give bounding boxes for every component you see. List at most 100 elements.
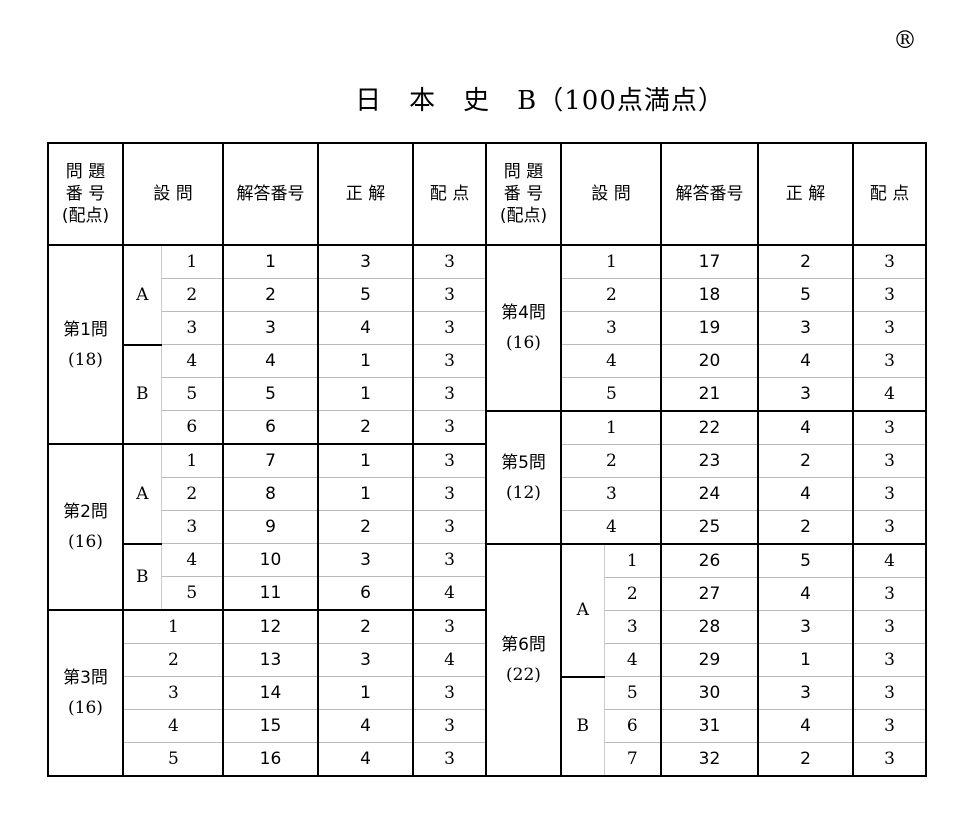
points: 3 bbox=[412, 477, 487, 511]
table-row: 3 28 3 3 bbox=[486, 610, 927, 644]
answer-number: 27 bbox=[660, 577, 759, 611]
answer-number: 6 bbox=[222, 410, 319, 445]
answer-number: 5 bbox=[222, 377, 319, 411]
table-row: 4 15 4 3 bbox=[48, 709, 487, 743]
correct-answer: 3 bbox=[317, 244, 414, 279]
answer-table-right: 問 題 番 号 (配点) 設 問解答番号正 解配 点第4問 (16) 1 17 2 3 2 18… bbox=[485, 142, 927, 777]
section-label: A bbox=[122, 443, 162, 545]
points: 3 bbox=[852, 742, 927, 777]
correct-answer: 2 bbox=[317, 609, 414, 644]
subquestion-number: 1 bbox=[160, 244, 224, 279]
question-points: (22) bbox=[506, 665, 541, 685]
answer-number: 11 bbox=[222, 576, 319, 611]
table-row: 7 32 2 3 bbox=[486, 742, 927, 777]
points: 3 bbox=[852, 610, 927, 644]
points: 3 bbox=[412, 377, 487, 411]
correct-answer: 1 bbox=[317, 443, 414, 478]
header-row: 問 題 番 号 (配点) 設 問解答番号正 解配 点 bbox=[47, 142, 487, 246]
points: 3 bbox=[412, 609, 487, 644]
points: 3 bbox=[412, 311, 487, 345]
subquestion-number: 3 bbox=[160, 311, 224, 345]
answer-number: 30 bbox=[660, 676, 759, 710]
points: 3 bbox=[852, 477, 927, 511]
header-row: 問 題 番 号 (配点) 設 問解答番号正 解配 点 bbox=[485, 142, 927, 246]
header-question-number: 問 題 番 号 (配点) bbox=[485, 142, 562, 246]
subquestion-number: 1 bbox=[603, 543, 662, 578]
answer-number: 26 bbox=[660, 543, 759, 578]
table-row: 4 25 2 3 bbox=[486, 510, 927, 545]
answer-number: 7 bbox=[222, 443, 319, 478]
answer-number: 20 bbox=[660, 344, 759, 378]
subquestion-number: 3 bbox=[122, 676, 224, 710]
header-question-number: 問 題 番 号 (配点) bbox=[47, 142, 124, 246]
answer-number: 12 bbox=[222, 609, 319, 644]
answer-number: 19 bbox=[660, 311, 759, 345]
section-label: A bbox=[560, 543, 605, 678]
answer-number: 3 bbox=[222, 311, 319, 345]
question-title: 第5問 bbox=[501, 452, 546, 473]
points: 4 bbox=[412, 576, 487, 611]
correct-answer: 5 bbox=[757, 543, 854, 578]
table-row: 2 18 5 3 bbox=[486, 278, 927, 312]
question-points: (18) bbox=[68, 349, 103, 370]
table-row: 第4問 (16) 1 17 2 3 bbox=[485, 244, 927, 412]
subquestion-number: 3 bbox=[603, 610, 662, 644]
subquestion-number: 1 bbox=[160, 443, 224, 478]
question-title: 第1問 bbox=[63, 319, 108, 340]
table-row: 2 13 3 4 bbox=[48, 643, 487, 677]
table-row: 5 11 6 4 bbox=[48, 576, 487, 611]
subquestion-number: 5 bbox=[603, 676, 662, 710]
answer-number: 21 bbox=[660, 377, 759, 412]
table-row: 3 19 3 3 bbox=[486, 311, 927, 345]
subquestion-number: 4 bbox=[160, 344, 224, 378]
points: 3 bbox=[852, 676, 927, 710]
section-label: B bbox=[122, 543, 162, 611]
points: 3 bbox=[412, 443, 487, 478]
answer-number: 14 bbox=[222, 676, 319, 710]
correct-answer: 4 bbox=[317, 709, 414, 743]
answer-number: 22 bbox=[660, 410, 759, 445]
subquestion-number: 7 bbox=[603, 742, 662, 777]
table-row: B 4 10 3 3 bbox=[48, 543, 487, 611]
correct-answer: 4 bbox=[757, 344, 854, 378]
correct-answer: 3 bbox=[757, 311, 854, 345]
table-row: 第6問 (22) A 1 26 5 4 bbox=[485, 543, 927, 777]
answer-number: 23 bbox=[660, 444, 759, 478]
points: 3 bbox=[412, 676, 487, 710]
answer-number: 2 bbox=[222, 278, 319, 312]
answer-number: 1 bbox=[222, 244, 319, 279]
points: 3 bbox=[852, 244, 927, 279]
answer-number: 32 bbox=[660, 742, 759, 777]
subquestion-number: 1 bbox=[560, 244, 662, 279]
question-label: 第6問 (22) bbox=[485, 543, 562, 777]
header-subquestion: 設 問 bbox=[122, 142, 224, 246]
correct-answer: 4 bbox=[317, 311, 414, 345]
subquestion-number: 5 bbox=[560, 377, 662, 412]
points: 3 bbox=[412, 278, 487, 312]
subquestion-number: 2 bbox=[560, 444, 662, 478]
subquestion-number: 4 bbox=[160, 543, 224, 577]
table-row: 5 16 4 3 bbox=[48, 742, 487, 777]
subquestion-number: 2 bbox=[122, 643, 224, 677]
question-label: 第3問 (16) bbox=[47, 609, 124, 777]
points: 3 bbox=[412, 410, 487, 445]
section-label: B bbox=[560, 676, 605, 777]
correct-answer: 5 bbox=[757, 278, 854, 312]
points: 3 bbox=[852, 444, 927, 478]
points: 3 bbox=[852, 278, 927, 312]
header-subquestion: 設 問 bbox=[560, 142, 662, 246]
correct-answer: 1 bbox=[317, 477, 414, 511]
points: 4 bbox=[852, 543, 927, 578]
points: 3 bbox=[852, 643, 927, 677]
correct-answer: 2 bbox=[757, 444, 854, 478]
table-row: 2 23 2 3 bbox=[486, 444, 927, 478]
answer-number: 10 bbox=[222, 543, 319, 577]
registered-mark: ® bbox=[893, 26, 917, 54]
subquestion-number: 1 bbox=[122, 609, 224, 644]
subquestion-number: 6 bbox=[603, 709, 662, 743]
answer-number: 29 bbox=[660, 643, 759, 677]
header-points: 配 点 bbox=[852, 142, 927, 246]
header-answer-number: 解答番号 bbox=[660, 142, 759, 246]
answer-number: 8 bbox=[222, 477, 319, 511]
